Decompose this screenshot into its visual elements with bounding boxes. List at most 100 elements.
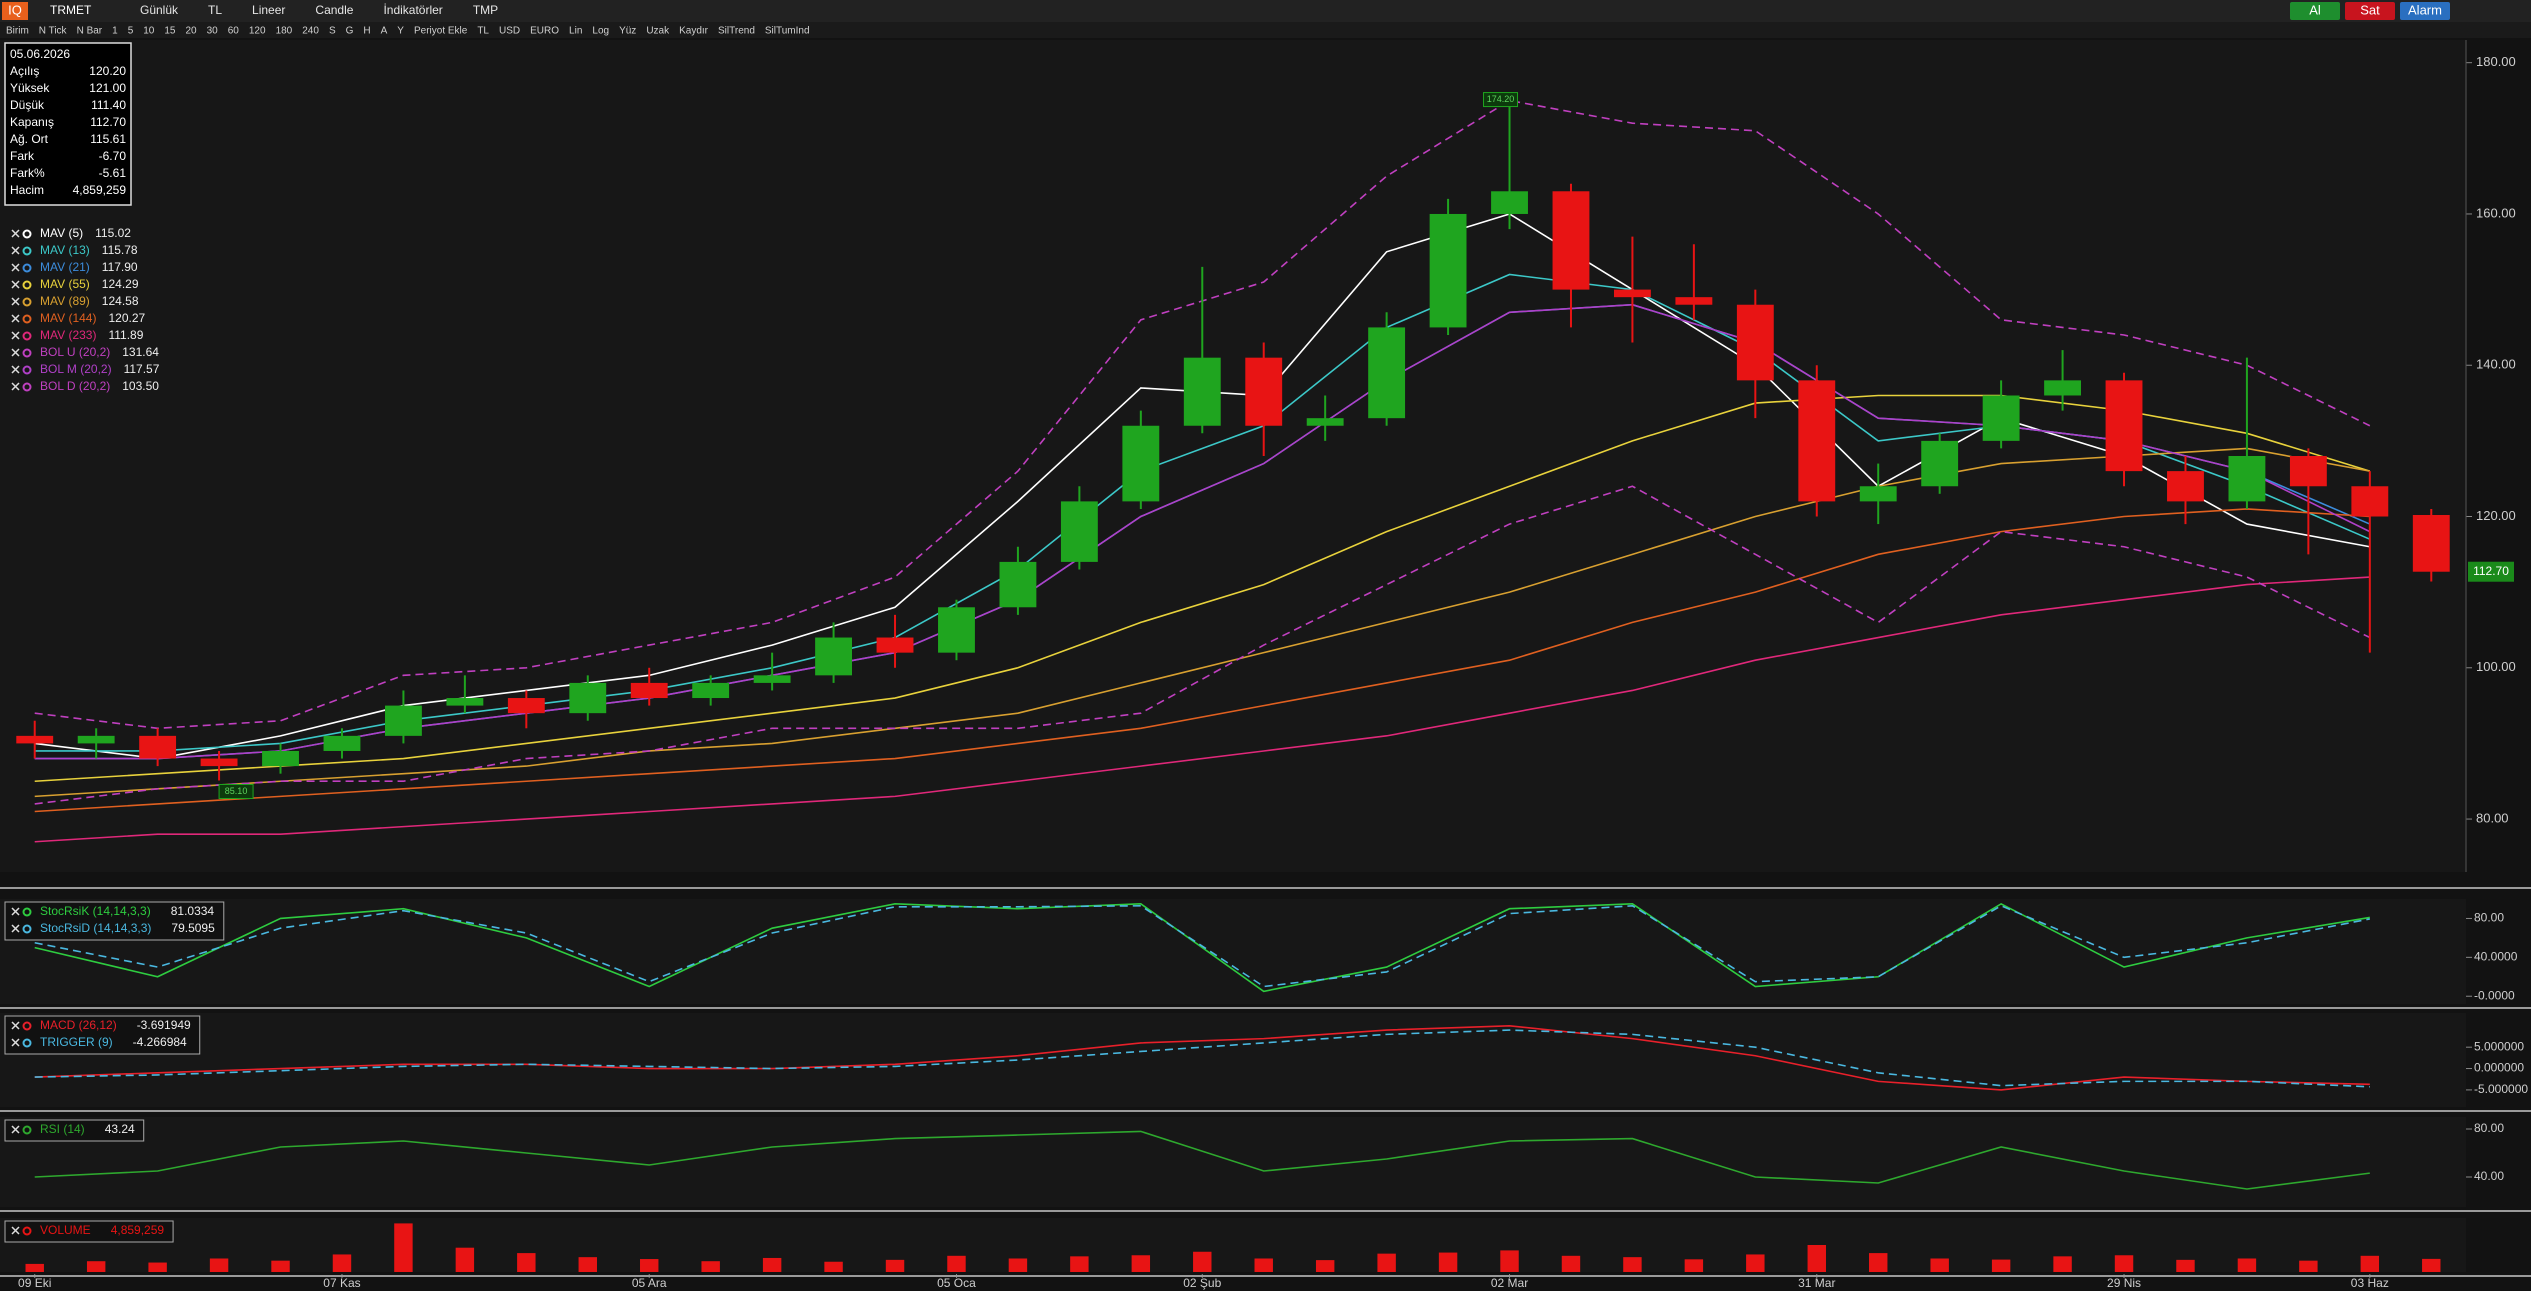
option-item[interactable]: 10	[143, 26, 155, 37]
x-tick-label: 02 Şub	[1183, 1276, 1221, 1290]
info-label: Fark	[10, 149, 35, 163]
legend-name: MAV (5)	[40, 226, 83, 240]
option-item[interactable]: TL	[477, 26, 489, 37]
option-item[interactable]: H	[363, 26, 370, 37]
option-item[interactable]: Kaydır	[679, 26, 709, 37]
legend-name: StocRsiK (14,14,3,3)	[40, 904, 151, 918]
volume-bar	[86, 1261, 106, 1272]
legend-name: VOLUME	[40, 1223, 91, 1237]
indicator-panel	[0, 1218, 2466, 1272]
x-tick-label: 09 Eki	[18, 1276, 51, 1290]
legend-value: 43.24	[105, 1122, 135, 1136]
option-item[interactable]: Yüz	[619, 26, 636, 37]
volume-bar	[640, 1259, 659, 1272]
legend-icon	[11, 1021, 20, 1030]
option-item[interactable]: 240	[302, 26, 319, 37]
volume-bar	[1438, 1252, 1458, 1272]
option-item[interactable]: USD	[499, 26, 520, 37]
legend-icon	[11, 907, 20, 916]
label-box	[1483, 92, 1519, 108]
option-item[interactable]: 5	[128, 26, 134, 37]
candle-body	[2044, 380, 2082, 396]
indicator-line	[34, 273, 2371, 752]
menu-item[interactable]: Günlük	[140, 3, 179, 17]
option-item[interactable]: 120	[249, 26, 266, 37]
option-item[interactable]: S	[329, 26, 336, 37]
candle-body	[77, 735, 115, 744]
button-label[interactable]: Alarm	[2408, 2, 2442, 17]
info-label: Hacim	[10, 183, 44, 197]
button[interactable]	[2400, 2, 2450, 20]
button-label[interactable]: Al	[2309, 2, 2321, 17]
button[interactable]	[2345, 2, 2395, 20]
option-item[interactable]: Uzak	[646, 26, 670, 37]
volume-bar	[1930, 1258, 1949, 1272]
candle-body	[2289, 456, 2327, 487]
legend-icon	[11, 246, 20, 255]
symbol[interactable]: TRMET	[50, 3, 92, 17]
volume-bar	[2176, 1259, 2195, 1272]
option-item[interactable]: SilTumInd	[765, 26, 810, 37]
volume-bar	[1746, 1254, 1765, 1272]
info-value: 115.61	[90, 132, 126, 146]
option-item[interactable]: Y	[397, 26, 404, 37]
option-item[interactable]: 1	[112, 26, 118, 37]
volume-bar	[1070, 1256, 1089, 1272]
legend-icon	[11, 1125, 20, 1134]
option-item[interactable]: Birim	[6, 26, 29, 37]
candle-body	[1736, 304, 1774, 381]
y-tick-label: 80.00	[2476, 810, 2509, 825]
volume-bar	[2053, 1256, 2072, 1272]
indicator-line	[34, 576, 2370, 843]
menu-item[interactable]: Candle	[315, 3, 353, 17]
legend-icon	[22, 246, 32, 256]
option-item[interactable]: N Bar	[77, 26, 103, 37]
option-item[interactable]: A	[381, 26, 388, 37]
volume-bar	[2114, 1255, 2134, 1272]
candle-body	[692, 682, 730, 699]
legend-icon	[22, 1226, 32, 1236]
option-item[interactable]: 30	[207, 26, 219, 37]
legend-icon	[22, 348, 32, 358]
price-tag-label: 112.70	[2473, 564, 2509, 578]
indicator-panel	[0, 899, 2466, 1004]
option-item[interactable]: 15	[164, 26, 176, 37]
menu-item[interactable]: TMP	[473, 3, 498, 17]
legend-value: 103.50	[122, 379, 159, 393]
option-item[interactable]: Lin	[569, 26, 582, 37]
info-label: Kapanış	[10, 115, 54, 129]
volume-bar	[271, 1260, 290, 1272]
legend-value: -4.266984	[133, 1035, 187, 1049]
button-label[interactable]: Sat	[2360, 2, 2380, 17]
y-tick-label: 0.000000	[2474, 1061, 2524, 1075]
menu-item[interactable]: Lineer	[252, 3, 285, 17]
option-item[interactable]: Log	[592, 26, 609, 37]
legend-value: 117.57	[124, 362, 160, 376]
option-item[interactable]: Periyot Ekle	[414, 26, 468, 37]
option-item[interactable]: 20	[186, 26, 198, 37]
volume-bar	[25, 1263, 44, 1272]
candle-body	[1183, 357, 1221, 426]
info-label: Ağ. Ort	[10, 132, 49, 146]
info-value: 121.00	[89, 81, 126, 95]
option-item[interactable]: N Tick	[39, 26, 68, 37]
button[interactable]	[2290, 2, 2340, 20]
option-item[interactable]: G	[346, 26, 354, 37]
option-item[interactable]: SilTrend	[718, 26, 755, 37]
option-item[interactable]: 180	[276, 26, 293, 37]
legend-box	[4, 1220, 174, 1243]
option-item[interactable]: EURO	[530, 26, 559, 37]
volume-bar	[2360, 1255, 2380, 1272]
info-value: 111.40	[91, 98, 126, 112]
menu-item[interactable]: İndikatörler	[383, 3, 442, 17]
legend-value: 115.02	[95, 226, 131, 240]
volume-bar	[209, 1258, 229, 1272]
info-value: -5.61	[99, 166, 127, 180]
candle-body	[753, 675, 791, 683]
legend-box	[4, 1015, 201, 1055]
menu-item[interactable]: TL	[208, 3, 222, 17]
legend-icon	[22, 1125, 32, 1135]
volume-bar	[148, 1262, 167, 1272]
option-item[interactable]: 60	[228, 26, 240, 37]
indicator-line	[34, 447, 2370, 798]
